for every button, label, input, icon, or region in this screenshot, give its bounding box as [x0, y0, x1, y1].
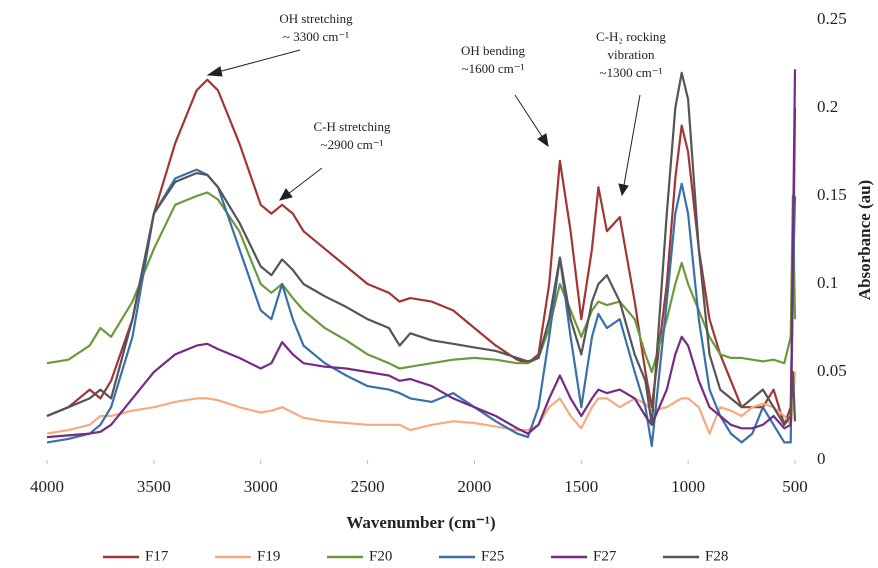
annotation-arrows — [206, 49, 641, 201]
x-tick-label: 500 — [782, 477, 808, 496]
annotation: C-H stretching — [314, 119, 391, 134]
legend-label: F19 — [257, 548, 280, 564]
y-axis-title: Absorbance (au) — [855, 180, 874, 300]
legend-label: F25 — [481, 548, 504, 564]
x-tick-label: 1000 — [671, 477, 705, 496]
series-line — [46, 371, 797, 435]
arrowhead — [206, 66, 223, 77]
annotation: vibration — [608, 47, 655, 62]
legend-label: F17 — [145, 548, 169, 564]
x-tick-label: 4000 — [30, 477, 64, 496]
annotation: OH stretching — [279, 11, 353, 26]
legend-label: F28 — [705, 548, 728, 564]
x-tick-label: 3500 — [137, 477, 171, 496]
arrowhead — [618, 183, 629, 197]
x-tick-label: 3000 — [244, 477, 278, 496]
annotation: C-H₂ rocking — [596, 29, 666, 44]
series-line — [46, 71, 797, 426]
annotation: OH bending — [461, 43, 525, 58]
legend-label: F27 — [593, 548, 617, 564]
arrowhead — [537, 133, 549, 148]
series-line — [46, 191, 797, 374]
arrow — [514, 94, 544, 139]
arrow — [217, 49, 301, 73]
x-axis-title: Wavenumber (cm⁻¹) — [346, 513, 495, 532]
y-tick-label: 0.05 — [817, 361, 847, 380]
arrow — [623, 94, 641, 186]
annotation: ~ 3300 cm⁻¹ — [283, 29, 349, 44]
y-tick-label: 0.25 — [817, 9, 847, 28]
annotation: ~1300 cm⁻¹ — [600, 65, 663, 80]
x-tick-label: 2000 — [457, 477, 491, 496]
series-line — [46, 168, 797, 447]
annotation: ~2900 cm⁻¹ — [321, 137, 384, 152]
x-tick-label: 1500 — [564, 477, 598, 496]
arrow — [287, 167, 323, 195]
x-tick-label: 2500 — [351, 477, 385, 496]
series-line — [46, 78, 797, 426]
series-line — [46, 69, 797, 439]
y-tick-label: 0 — [817, 449, 826, 468]
y-tick-label: 0.1 — [817, 273, 838, 292]
annotation: ~1600 cm⁻¹ — [462, 61, 525, 76]
y-tick-label: 0.15 — [817, 185, 847, 204]
arrowhead — [279, 188, 293, 201]
legend-label: F20 — [369, 548, 392, 564]
y-tick-label: 0.2 — [817, 97, 838, 116]
